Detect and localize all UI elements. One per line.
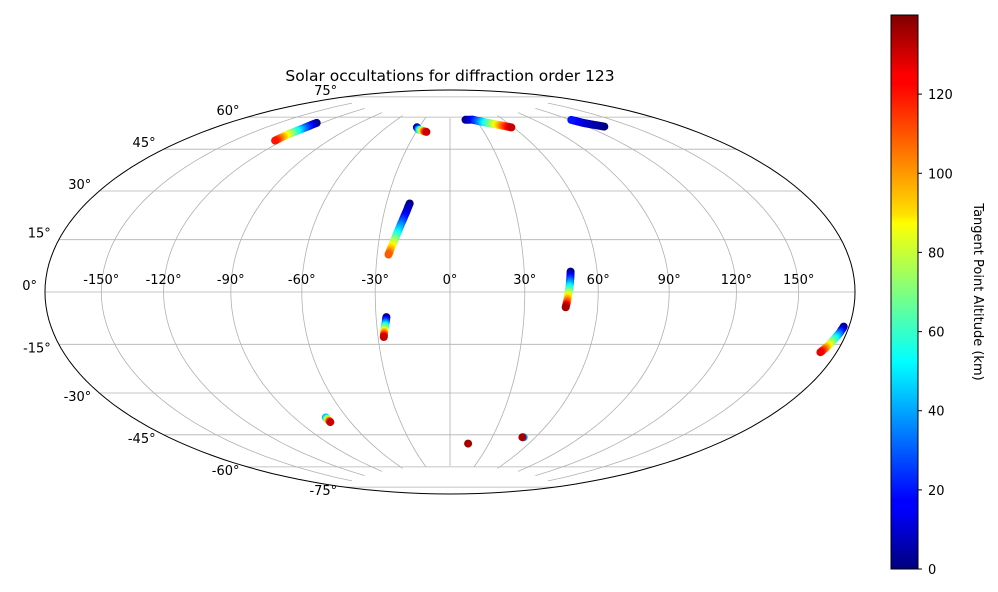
lat-tick-label: 30°: [68, 178, 91, 193]
lat-tick-label: -60°: [212, 464, 240, 479]
data-point: [271, 136, 280, 145]
colorbar-tick-label: 0: [928, 563, 936, 578]
lon-tick-label: 0°: [443, 273, 458, 288]
colorbar-tick-label: 120: [928, 88, 953, 103]
lat-tick-label: -30°: [64, 390, 92, 405]
colorbar: [890, 14, 919, 570]
data-point: [422, 127, 431, 136]
data-point: [507, 123, 516, 132]
lon-tick-label: 30°: [513, 273, 536, 288]
colorbar-tick-label: 80: [928, 246, 945, 261]
map-outline: [44, 89, 856, 495]
colorbar-ticks: 0 20 40 60 80 100 120: [918, 88, 953, 578]
chart-title: Solar occultations for diffraction order…: [285, 67, 614, 85]
lon-tick-label: -90°: [217, 273, 245, 288]
data-point: [518, 433, 527, 442]
colorbar-tick-label: 20: [928, 484, 945, 499]
lon-tick-label: 60°: [587, 273, 610, 288]
lat-tick-label: -15°: [23, 341, 51, 356]
lon-tick-label: -120°: [146, 273, 182, 288]
colorbar-label: Tangent Point Altitude (km): [970, 202, 985, 380]
data-point: [561, 303, 570, 312]
map-points: [271, 115, 848, 448]
lon-tick-label: -60°: [288, 273, 316, 288]
lon-tick-label: 90°: [658, 273, 681, 288]
lat-tick-label: -45°: [128, 432, 156, 447]
lon-tick-label: 150°: [783, 273, 814, 288]
lon-tick-label: -30°: [361, 273, 389, 288]
data-point: [384, 250, 393, 259]
colorbar-tick-label: 100: [928, 167, 953, 182]
data-point: [464, 439, 473, 448]
lat-tick-label: 0°: [22, 279, 37, 294]
map-ticks: -150° -120° -90° -60° -30° 0° 30° 60° 90° 120° 150…: [22, 84, 814, 499]
lat-tick-label: 75°: [314, 84, 337, 99]
data-point: [567, 115, 576, 124]
map-grid: [45, 96, 855, 488]
colorbar-tick-label: 40: [928, 405, 945, 420]
lat-tick-label: 60°: [216, 104, 239, 119]
data-point: [379, 333, 388, 341]
lon-tick-label: 120°: [721, 273, 752, 288]
lat-tick-label: 15°: [28, 227, 51, 242]
data-point: [816, 348, 825, 357]
lat-tick-label: -75°: [309, 484, 337, 499]
lon-tick-label: -150°: [83, 273, 119, 288]
colorbar-tick-label: 60: [928, 326, 945, 341]
data-point: [326, 418, 335, 427]
lat-tick-label: 45°: [133, 136, 156, 151]
